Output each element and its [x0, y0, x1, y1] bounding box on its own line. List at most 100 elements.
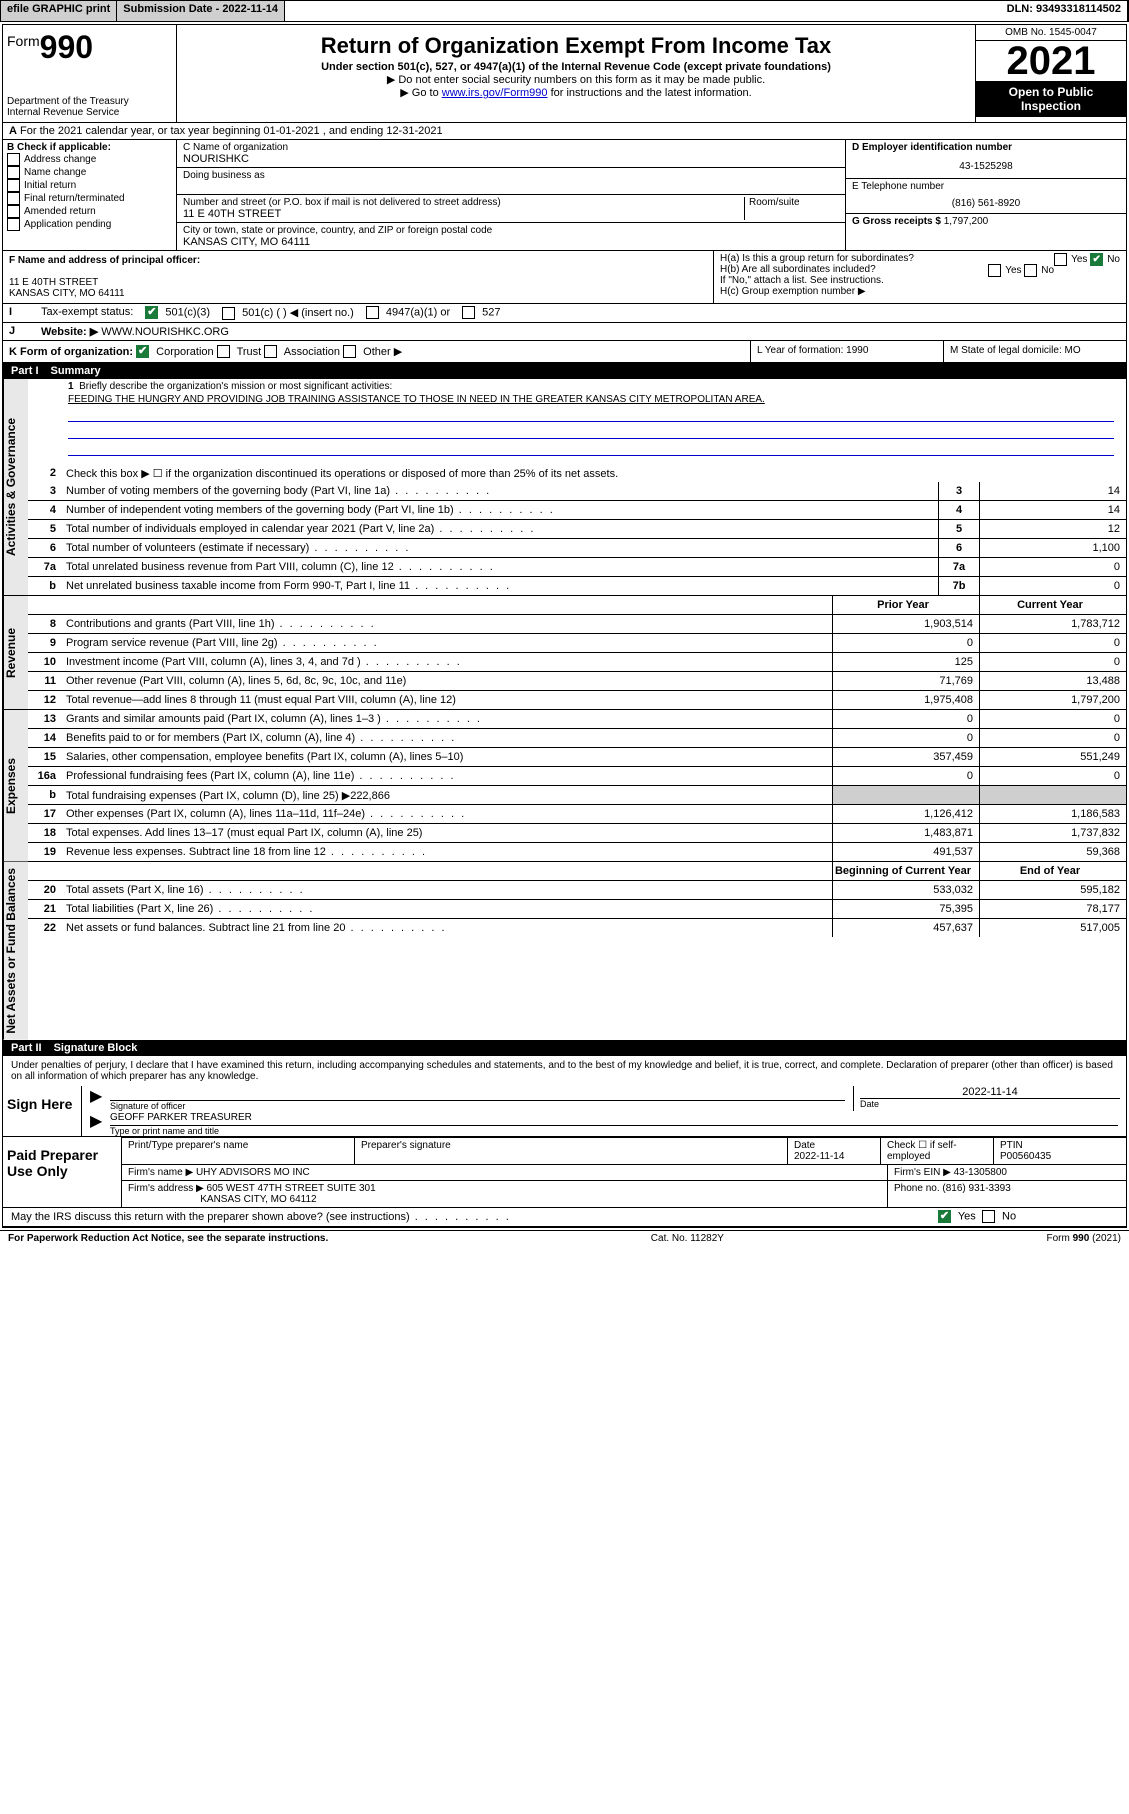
- l15: Salaries, other compensation, employee b…: [62, 749, 832, 765]
- firm-ein: 43-1305800: [954, 1167, 1007, 1178]
- col-d: D Employer identification number 43-1525…: [846, 140, 1126, 250]
- may-discuss-text: May the IRS discuss this return with the…: [3, 1209, 938, 1225]
- ptin-label: PTIN: [1000, 1140, 1023, 1151]
- firm-phone-label: Phone no.: [894, 1183, 940, 1194]
- tab-revenue: Revenue: [3, 596, 28, 709]
- sign-here-row: Sign Here ▶ Signature of officer 2022-11…: [3, 1086, 1126, 1137]
- officer-addr1: 11 E 40TH STREET: [9, 277, 98, 288]
- l2-text: Check this box ▶ ☐ if the organization d…: [62, 465, 1126, 482]
- l3-text: Number of voting members of the governin…: [62, 483, 938, 499]
- tax-year: 2021: [976, 41, 1126, 81]
- col-b: B Check if applicable: Address change Na…: [3, 140, 177, 250]
- l1-label: Briefly describe the organization's miss…: [79, 381, 392, 392]
- sig-date-label: Date: [860, 1098, 1120, 1109]
- c22: 517,005: [979, 919, 1126, 937]
- hb-no[interactable]: [1024, 264, 1037, 277]
- pt-date: 2022-11-14: [794, 1151, 844, 1162]
- efile-print-button[interactable]: efile GRAPHIC print: [1, 1, 117, 21]
- e-label: E Telephone number: [846, 178, 1126, 194]
- p21: 75,395: [832, 900, 979, 918]
- v7a: 0: [979, 558, 1126, 576]
- c13: 0: [979, 710, 1126, 728]
- dept-label: Department of the Treasury: [7, 96, 172, 107]
- c11: 13,488: [979, 672, 1126, 690]
- paid-preparer-label: Paid Preparer Use Only: [3, 1137, 122, 1207]
- chk-app-pending[interactable]: Application pending: [7, 218, 172, 231]
- tab-activities: Activities & Governance: [3, 379, 28, 595]
- form-header: Form990 Department of the Treasury Inter…: [3, 25, 1126, 123]
- chk-final-return[interactable]: Final return/terminated: [7, 192, 172, 205]
- firm-name-label: Firm's name ▶: [128, 1167, 193, 1178]
- row-j: J Website: ▶ WWW.NOURISHKC.ORG: [3, 323, 1126, 341]
- firm-addr1: 605 WEST 47TH STREET SUITE 301: [207, 1183, 376, 1194]
- l14: Benefits paid to or for members (Part IX…: [62, 730, 832, 746]
- eoy-hdr: End of Year: [979, 862, 1126, 880]
- submission-date-button[interactable]: Submission Date - 2022-11-14: [117, 1, 285, 21]
- chk-4947[interactable]: [366, 306, 379, 319]
- v4: 14: [979, 501, 1126, 519]
- pt-self-employed[interactable]: Check ☐ if self-employed: [881, 1138, 994, 1164]
- firm-addr2: KANSAS CITY, MO 64112: [200, 1194, 316, 1205]
- d-label: D Employer identification number: [852, 142, 1012, 153]
- chk-527[interactable]: [462, 306, 475, 319]
- chk-501c3[interactable]: ✔: [145, 306, 158, 319]
- form-container: Form990 Department of the Treasury Inter…: [2, 24, 1127, 1228]
- l10: Investment income (Part VIII, column (A)…: [62, 654, 832, 670]
- name-title-label: Type or print name and title: [82, 1126, 1126, 1136]
- c14: 0: [979, 729, 1126, 747]
- chk-amended-return[interactable]: Amended return: [7, 205, 172, 218]
- may-no[interactable]: [982, 1210, 995, 1223]
- goto-note: ▶ Go to www.irs.gov/Form990 for instruct…: [183, 86, 969, 99]
- p8: 1,903,514: [832, 615, 979, 633]
- v7b: 0: [979, 577, 1126, 595]
- p17: 1,126,412: [832, 805, 979, 823]
- may-yes[interactable]: ✔: [938, 1210, 951, 1223]
- irs-link[interactable]: www.irs.gov/Form990: [442, 87, 548, 99]
- p19: 491,537: [832, 843, 979, 861]
- hb-yes[interactable]: [988, 264, 1001, 277]
- boy-hdr: Beginning of Current Year: [832, 862, 979, 880]
- tab-net-assets: Net Assets or Fund Balances: [3, 862, 28, 1040]
- l21: Total liabilities (Part X, line 26): [62, 901, 832, 917]
- pt-date-label: Date: [794, 1140, 815, 1151]
- m-label: M State of legal domicile: MO: [944, 341, 1126, 363]
- firm-ein-label: Firm's EIN ▶: [894, 1167, 951, 1178]
- c19: 59,368: [979, 843, 1126, 861]
- l7a-text: Total unrelated business revenue from Pa…: [62, 559, 938, 575]
- room-label: Room/suite: [745, 197, 839, 220]
- chk-trust[interactable]: [217, 345, 230, 358]
- c9: 0: [979, 634, 1126, 652]
- p9: 0: [832, 634, 979, 652]
- chk-501c[interactable]: [222, 307, 235, 320]
- sig-date-val: 2022-11-14: [860, 1086, 1120, 1098]
- prior-year-hdr: Prior Year: [832, 596, 979, 614]
- firm-name: UHY ADVISORS MO INC: [196, 1167, 310, 1178]
- c12: 1,797,200: [979, 691, 1126, 709]
- form-number: 990: [40, 29, 93, 65]
- chk-corp[interactable]: ✔: [136, 345, 149, 358]
- hc-label: H(c) Group exemption number ▶: [720, 286, 1120, 297]
- ha-yes[interactable]: [1054, 253, 1067, 266]
- l17: Other expenses (Part IX, column (A), lin…: [62, 806, 832, 822]
- current-year-hdr: Current Year: [979, 596, 1126, 614]
- ha-label: H(a) Is this a group return for subordin…: [720, 253, 914, 264]
- l11: Other revenue (Part VIII, column (A), li…: [62, 673, 832, 689]
- l6-text: Total number of volunteers (estimate if …: [62, 540, 938, 556]
- chk-other[interactable]: [343, 345, 356, 358]
- chk-name-change[interactable]: Name change: [7, 166, 172, 179]
- city-label: City or town, state or province, country…: [183, 225, 839, 236]
- p20: 533,032: [832, 881, 979, 899]
- v3: 14: [979, 482, 1126, 500]
- p16a: 0: [832, 767, 979, 785]
- chk-address-change[interactable]: Address change: [7, 153, 172, 166]
- chk-assoc[interactable]: [264, 345, 277, 358]
- hb-note: If "No," attach a list. See instructions…: [720, 275, 1120, 286]
- ha-no[interactable]: ✔: [1090, 253, 1103, 266]
- chk-initial-return[interactable]: Initial return: [7, 179, 172, 192]
- form-title: Return of Organization Exempt From Incom…: [183, 33, 969, 59]
- l20: Total assets (Part X, line 16): [62, 882, 832, 898]
- declaration-text: Under penalties of perjury, I declare th…: [3, 1056, 1126, 1086]
- l4-text: Number of independent voting members of …: [62, 502, 938, 518]
- c20: 595,182: [979, 881, 1126, 899]
- open-inspection: Open to Public Inspection: [976, 81, 1126, 117]
